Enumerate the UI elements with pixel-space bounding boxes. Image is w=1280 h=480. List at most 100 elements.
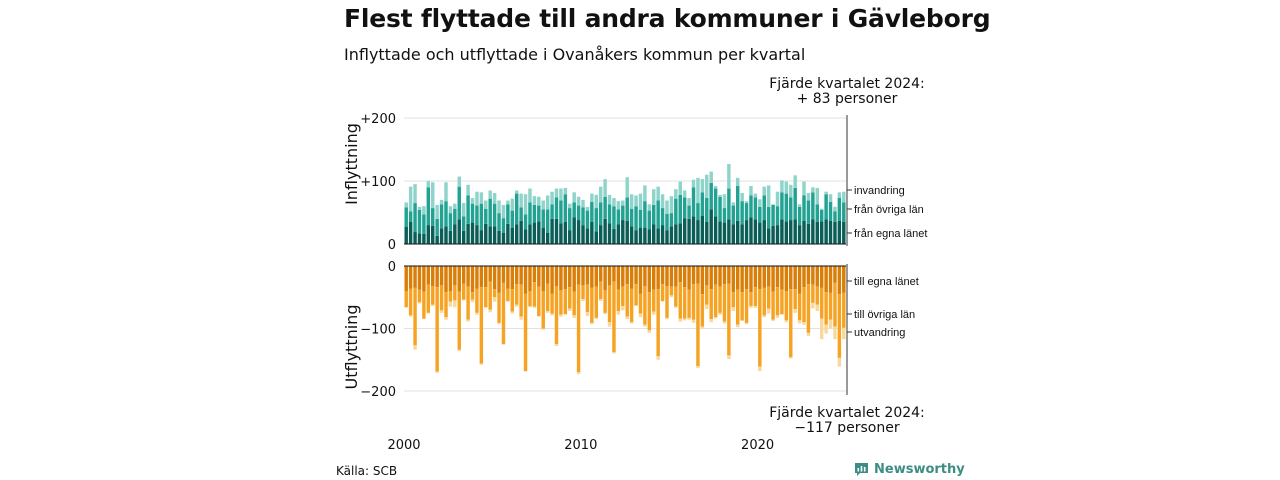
bar-in-2 (771, 204, 775, 205)
bar-in-2 (744, 201, 749, 204)
bar-out-1 (652, 289, 656, 312)
bar-in-1 (652, 204, 656, 225)
bar-in-0 (590, 221, 594, 244)
bar-in-1 (638, 209, 643, 228)
bar-out-2 (740, 320, 744, 322)
bar-in-0 (550, 218, 554, 244)
bar-in-2 (528, 188, 532, 203)
bar-in-0 (466, 223, 470, 244)
ytick-label: 0 (388, 238, 396, 253)
bar-out-0 (806, 266, 811, 285)
bar-out-0 (674, 266, 678, 287)
bar-out-0 (603, 266, 607, 291)
annotation-bottom-line1: Fjärde kvartalet 2024: (769, 405, 925, 421)
bar-in-1 (422, 214, 426, 234)
bar-out-1 (643, 286, 647, 325)
bar-in-0 (696, 220, 700, 244)
bar-out-0 (492, 266, 497, 290)
bar-out-2 (404, 307, 408, 308)
bar-in-0 (842, 221, 846, 244)
bar-out-1 (523, 293, 528, 371)
bar-out-1 (550, 293, 554, 314)
bar-in-1 (550, 204, 554, 219)
bar-out-2 (417, 302, 422, 304)
bar-in-0 (718, 221, 722, 244)
bar-out-0 (718, 266, 722, 287)
bar-in-2 (722, 194, 727, 209)
bar-out-1 (735, 289, 740, 325)
bar-in-2 (590, 193, 594, 202)
bar-out-1 (740, 292, 744, 321)
bar-out-2 (501, 344, 506, 345)
bar-out-1 (682, 287, 687, 319)
bar-out-0 (532, 266, 537, 283)
bar-in-2 (815, 187, 819, 205)
bar-in-2 (753, 193, 758, 198)
bar-out-2 (475, 312, 479, 315)
bar-out-2 (532, 306, 537, 308)
bar-out-0 (669, 266, 674, 287)
bar-out-2 (709, 319, 713, 323)
bar-in-1 (532, 204, 537, 223)
bar-out-2 (408, 315, 413, 317)
bar-out-2 (568, 308, 572, 311)
bar-in-2 (674, 189, 678, 199)
bar-in-1 (784, 193, 789, 222)
bar-out-0 (506, 266, 510, 289)
bar-out-1 (678, 282, 682, 319)
bar-out-1 (598, 281, 603, 300)
bar-out-1 (837, 294, 842, 358)
bar-out-1 (581, 285, 585, 300)
bar-in-1 (824, 194, 828, 220)
bar-out-2 (514, 304, 519, 307)
bar-in-0 (629, 226, 634, 244)
bar-in-2 (643, 185, 647, 202)
bar-in-0 (413, 232, 417, 244)
bar-out-2 (528, 306, 532, 308)
bar-out-2 (766, 308, 771, 314)
y-axis-label: Inflyttning (342, 123, 361, 205)
bar-in-1 (475, 205, 479, 226)
bar-out-1 (660, 284, 665, 302)
bar-out-1 (700, 294, 705, 327)
bar-out-2 (435, 371, 439, 373)
bar-in-0 (789, 220, 793, 244)
bar-out-2 (497, 322, 501, 325)
bar-out-1 (444, 292, 448, 318)
bar-in-0 (510, 227, 515, 244)
bar-out-0 (652, 266, 656, 290)
bar-out-1 (506, 288, 510, 301)
bar-out-0 (780, 266, 784, 290)
bar-in-0 (638, 227, 643, 244)
bar-out-1 (687, 289, 691, 318)
bar-in-2 (563, 187, 568, 195)
bar-in-0 (572, 217, 576, 244)
bar-in-0 (431, 225, 435, 244)
bar-in-1 (806, 200, 811, 224)
bar-in-2 (519, 193, 523, 208)
bar-out-1 (669, 286, 674, 296)
bar-out-2 (722, 321, 727, 324)
bar-out-1 (824, 292, 828, 325)
newsworthy-icon (855, 463, 868, 476)
bar-in-0 (678, 223, 682, 244)
bar-out-1 (514, 284, 519, 305)
bar-out-2 (537, 316, 541, 317)
bar-out-1 (532, 282, 537, 307)
bar-in-1 (793, 187, 797, 220)
bar-in-1 (537, 205, 541, 222)
bar-in-1 (408, 211, 413, 222)
bar-in-1 (426, 187, 431, 226)
bar-out-2 (638, 313, 643, 318)
bar-out-1 (453, 285, 457, 301)
bar-out-2 (833, 326, 837, 340)
bar-out-1 (621, 286, 625, 307)
bar-in-0 (506, 223, 510, 244)
bar-out-1 (819, 287, 824, 319)
bar-out-2 (652, 311, 656, 315)
bar-in-1 (470, 203, 475, 223)
bar-in-1 (417, 209, 422, 234)
bar-in-1 (691, 187, 696, 217)
bar-in-1 (598, 202, 603, 226)
bar-in-2 (793, 175, 797, 188)
